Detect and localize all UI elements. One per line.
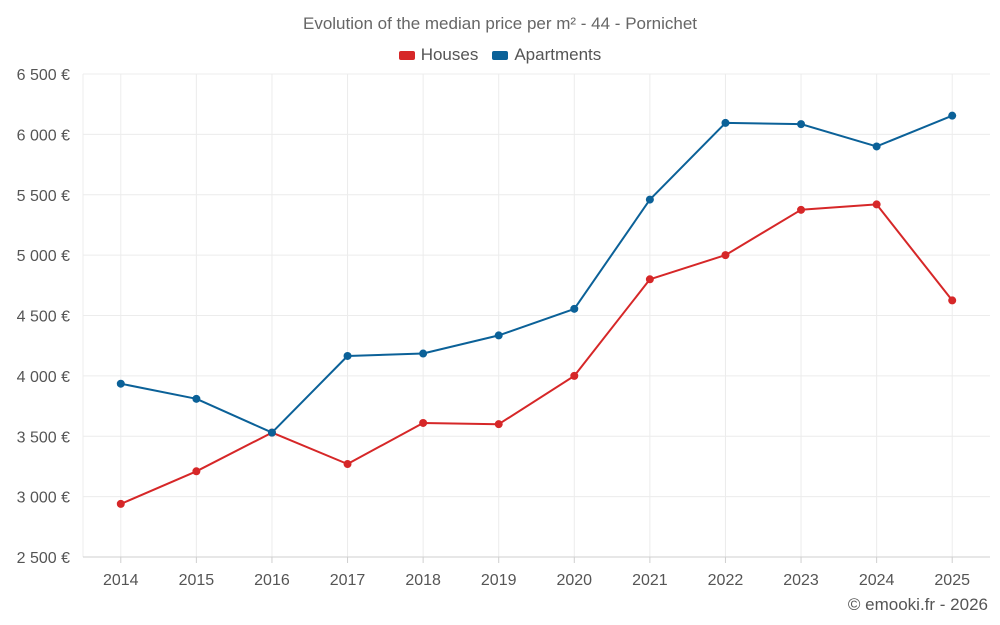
data-point-apartments — [721, 118, 730, 127]
data-point-apartments — [797, 120, 806, 129]
x-tick-label: 2021 — [632, 572, 668, 589]
copyright-credit: © emooki.fr - 2026 — [847, 595, 988, 614]
data-point-houses — [419, 418, 428, 427]
y-tick-label: 3 500 € — [17, 429, 70, 446]
data-point-houses — [343, 460, 352, 469]
y-tick-label: 5 000 € — [17, 248, 70, 265]
y-tick-label: 6 000 € — [17, 127, 70, 144]
data-point-houses — [872, 200, 881, 209]
y-tick-label: 4 000 € — [17, 369, 70, 386]
data-point-houses — [494, 420, 503, 429]
data-point-apartments — [343, 351, 352, 360]
chart-title: Evolution of the median price per m² - 4… — [302, 14, 698, 33]
data-point-houses — [192, 467, 201, 476]
data-point-houses — [645, 275, 654, 284]
data-point-apartments — [494, 331, 503, 340]
data-point-apartments — [267, 428, 276, 437]
data-point-houses — [116, 499, 125, 508]
legend-swatch-apartments — [492, 50, 509, 60]
x-tick-label: 2019 — [481, 572, 517, 589]
x-tick-label: 2016 — [254, 572, 290, 589]
data-point-houses — [797, 205, 806, 214]
series-line-houses — [120, 203, 953, 505]
data-point-apartments — [948, 111, 957, 120]
legend-item-houses[interactable]: Houses — [398, 45, 479, 65]
x-tick-label: 2023 — [783, 572, 819, 589]
y-tick-label: 5 500 € — [17, 188, 70, 205]
x-tick-label: 2015 — [179, 572, 215, 589]
data-point-apartments — [192, 394, 201, 403]
legend-label-houses: Houses — [420, 45, 479, 64]
data-point-apartments — [872, 142, 881, 151]
x-tick-label: 2014 — [103, 572, 139, 589]
y-tick-label: 3 000 € — [17, 490, 70, 507]
data-point-apartments — [419, 349, 428, 358]
data-point-apartments — [645, 195, 654, 204]
series-line-apartments — [120, 114, 953, 434]
x-tick-label: 2022 — [708, 572, 744, 589]
y-tick-label: 6 500 € — [17, 67, 70, 84]
y-tick-label: 2 500 € — [17, 550, 70, 567]
x-tick-label: 2020 — [556, 572, 592, 589]
legend-swatch-houses — [398, 50, 415, 60]
data-point-apartments — [116, 379, 125, 388]
legend-item-apartments[interactable]: Apartments — [492, 45, 601, 65]
data-point-houses — [570, 371, 579, 380]
legend-label-apartments: Apartments — [514, 45, 602, 64]
x-tick-label: 2024 — [859, 572, 895, 589]
data-point-houses — [948, 296, 957, 305]
chart-legend: Houses Apartments — [0, 45, 1000, 65]
data-point-apartments — [570, 304, 579, 313]
x-tick-label: 2017 — [330, 572, 366, 589]
data-point-houses — [721, 251, 730, 260]
x-tick-label: 2025 — [934, 572, 970, 589]
x-tick-label: 2018 — [405, 572, 441, 589]
y-tick-label: 4 500 € — [17, 309, 70, 326]
